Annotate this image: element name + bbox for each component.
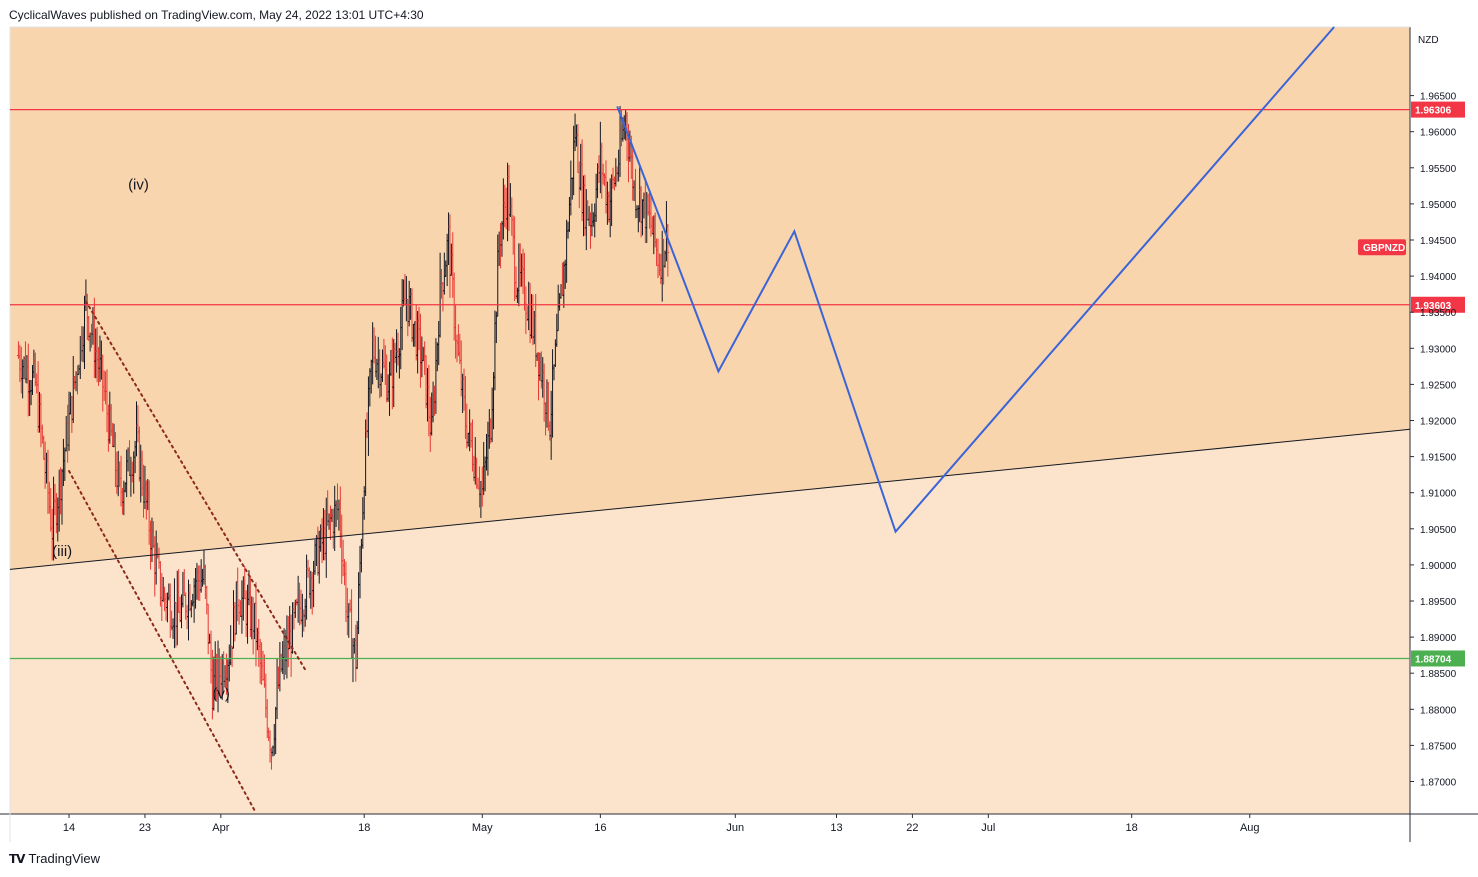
time-tick-label: 23: [139, 822, 151, 834]
price-tick-label: 1.91500: [1420, 453, 1457, 464]
price-tick-label: 1.94000: [1420, 272, 1457, 283]
upper-zone: [10, 27, 1410, 570]
wave-label: (v): [212, 685, 230, 702]
price-tick-label: 1.91000: [1420, 489, 1457, 500]
time-tick-label: May: [472, 822, 493, 834]
brand-label: TradingView: [28, 851, 101, 866]
time-tick-label: Aug: [1240, 822, 1260, 834]
price-tick-label: 1.96000: [1420, 128, 1457, 139]
price-tick-label: 1.94500: [1420, 236, 1457, 247]
time-tick-label: Jul: [981, 822, 995, 834]
price-tick-label: 1.89500: [1420, 597, 1457, 608]
price-tick-label: 1.87000: [1420, 778, 1457, 789]
symbol-badge: [1358, 239, 1406, 256]
wave-label: (iii): [52, 543, 72, 560]
time-tick-label: 22: [906, 822, 918, 834]
time-tick-label: Apr: [212, 822, 229, 834]
price-tick-label: 1.89000: [1420, 633, 1457, 644]
wave-label: (iv): [128, 176, 149, 193]
time-tick-label: 18: [1126, 822, 1138, 834]
level-price-label: 1.88704: [1415, 654, 1452, 665]
channel-line: [84, 300, 307, 671]
drawings: (iii) (iv) (v) GBPNZD: [9, 26, 1411, 812]
projection-path: [616, 26, 1335, 534]
price-tick-label: 1.93000: [1420, 344, 1457, 355]
level-price-badge: [1411, 101, 1465, 118]
time-tick-label: 18: [358, 822, 370, 834]
time-tick-label: 16: [594, 822, 606, 834]
level-price-badge: [1411, 296, 1465, 313]
price-axis[interactable]: 1.96306 1.93603 1.88704 NZD 1.87000 1.87500 1.…: [1410, 35, 1465, 789]
tradingview-logo-icon: 𝗧𝗩: [9, 851, 26, 866]
time-axis[interactable]: 14 23 Apr 18 May 16 Jun 13 22 Jul 18 Aug: [63, 814, 1260, 834]
price-tick-label: 1.95000: [1420, 200, 1457, 211]
publisher-attribution: CyclicalWaves published on TradingView.c…: [9, 8, 424, 22]
background-zones: [0, 26, 1478, 842]
symbol-badge-label: GBPNZD: [1363, 243, 1405, 254]
candlestick-series: [16, 105, 670, 770]
price-tick-label: 1.95500: [1420, 164, 1457, 175]
time-tick-label: 14: [63, 822, 75, 834]
price-tick-label: 1.88000: [1420, 705, 1457, 716]
price-tick-label: 1.92000: [1420, 417, 1457, 428]
trendline: [9, 428, 1411, 570]
price-tick-label: 1.90500: [1420, 525, 1457, 536]
candle: [666, 223, 670, 277]
price-tick-label: 1.87500: [1420, 741, 1457, 752]
level-price-label: 1.93603: [1415, 301, 1452, 312]
price-tick-label: 1.90000: [1420, 561, 1457, 572]
channel-line: [68, 470, 256, 812]
price-tick-label: 1.93500: [1420, 308, 1457, 319]
price-tick-label: 1.96500: [1420, 92, 1457, 103]
price-tick-label: 1.88500: [1420, 669, 1457, 680]
price-tick-label: 1.92500: [1420, 380, 1457, 391]
time-tick-label: 13: [830, 822, 842, 834]
level-price-badge: [1411, 650, 1465, 667]
time-tick-label: Jun: [726, 822, 744, 834]
level-price-label: 1.96306: [1415, 106, 1452, 117]
currency-label: NZD: [1418, 35, 1439, 46]
tradingview-footer[interactable]: 𝗧𝗩 TradingView: [9, 851, 100, 866]
